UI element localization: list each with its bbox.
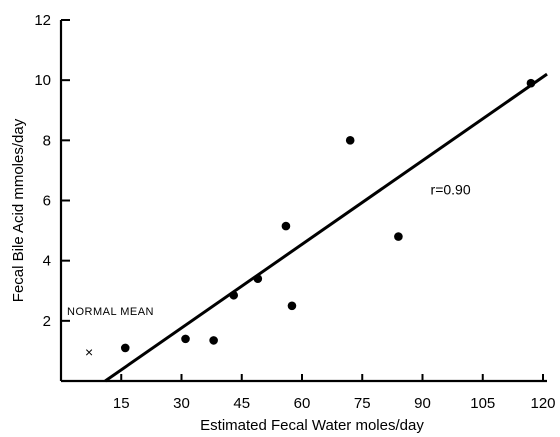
data-point (287, 301, 297, 311)
data-point (281, 221, 291, 231)
y-tick-label: 4 (43, 253, 51, 270)
x-tick-label: 75 (354, 395, 371, 412)
x-tick-label: 90 (414, 395, 431, 412)
x-tick-label: 105 (470, 395, 495, 412)
data-point (253, 274, 263, 284)
y-tick-label: 8 (43, 132, 51, 149)
x-ticks: 15 30 45 60 75 90 105 120 (113, 374, 556, 412)
normal-mean-marker: × (85, 344, 93, 360)
data-point (229, 290, 239, 300)
regression-line-group (104, 72, 548, 383)
y-tick-label: 2 (43, 313, 51, 330)
x-tick-label: 120 (530, 395, 555, 412)
x-tick-label: 15 (113, 395, 130, 412)
normal-mean-marker-group: × (85, 344, 93, 360)
data-point (526, 78, 536, 88)
x-tick-label: 30 (173, 395, 190, 412)
x-axis-label: Estimated Fecal Water moles/day (200, 417, 424, 434)
regression-line (104, 72, 548, 383)
y-tick-label: 10 (34, 72, 51, 89)
y-tick-label: 12 (34, 12, 51, 29)
data-point (345, 136, 355, 145)
normal-mean-label: NORMAL MEAN (67, 306, 154, 318)
annotations: r=0.90 NORMAL MEAN (67, 181, 471, 317)
correlation-label: r=0.90 (431, 181, 471, 197)
y-ticks: 2 4 6 8 10 12 (34, 12, 70, 330)
y-tick-label: 6 (43, 193, 51, 210)
x-tick-label: 45 (233, 395, 250, 412)
x-tick-label: 60 (294, 395, 311, 412)
axes (59, 20, 547, 383)
data-point (209, 336, 218, 345)
data-point (120, 343, 130, 353)
data-point (394, 232, 403, 241)
y-axis-label: Fecal Bile Acid mmoles/day (10, 118, 27, 302)
data-point (181, 334, 190, 344)
data-points (120, 78, 536, 353)
